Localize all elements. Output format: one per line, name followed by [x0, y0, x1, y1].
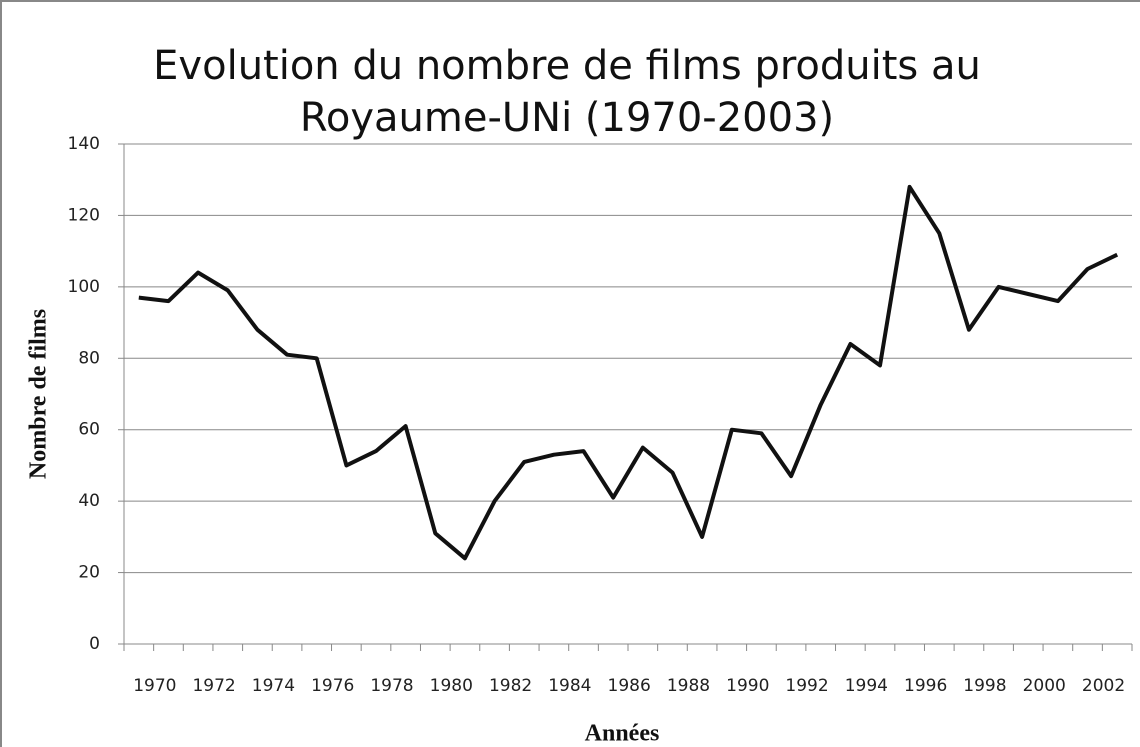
x-tick-label: 1984	[548, 676, 591, 696]
x-axis-title: Années	[585, 721, 660, 747]
data-line	[138, 184, 1119, 561]
y-tick-label: 80	[78, 348, 100, 368]
x-tick-label: 2000	[1023, 676, 1066, 696]
y-tick-label: 120	[68, 205, 100, 225]
x-tick-label: 1972	[192, 676, 235, 696]
x-tick-label: 2002	[1082, 676, 1125, 696]
y-tick-label: 40	[78, 491, 100, 511]
x-tick-label: 1974	[252, 676, 295, 696]
y-tick-label: 20	[78, 563, 100, 583]
y-tick-label: 140	[68, 134, 100, 154]
y-axis-title: Nombre de films	[26, 309, 52, 479]
x-tick-label: 1978	[370, 676, 413, 696]
y-tick-label: 100	[68, 277, 100, 297]
x-tick-label: 1970	[133, 676, 176, 696]
x-tick-label: 1988	[667, 676, 710, 696]
x-tick-label: 1990	[726, 676, 769, 696]
x-tick-label: 1994	[845, 676, 888, 696]
y-tick-label: 0	[89, 634, 100, 654]
x-tick-label: 1986	[608, 676, 651, 696]
x-tick-label: 1996	[904, 676, 947, 696]
x-tick-label: 1976	[311, 676, 354, 696]
x-tick-label: 1980	[430, 676, 473, 696]
x-tick-label: 1998	[963, 676, 1006, 696]
y-tick-label: 60	[78, 420, 100, 440]
x-tick-label: 1982	[489, 676, 532, 696]
x-tick-label: 1992	[785, 676, 828, 696]
chart-title: Evolution du nombre de films produits au…	[153, 43, 981, 141]
